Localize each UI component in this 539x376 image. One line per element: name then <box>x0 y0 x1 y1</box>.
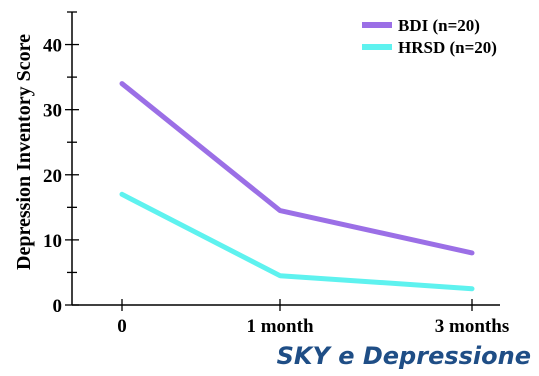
x-ticks: 0 1 month 3 months <box>117 299 509 337</box>
series-line-bdi <box>119 81 475 256</box>
series-lines <box>119 81 475 292</box>
legend: BDI (n=20) HRSD (n=20) <box>362 16 497 57</box>
y-axis-label: Depression Inventory Score <box>13 34 35 270</box>
series-line-hrsd <box>119 191 475 292</box>
footer-title: SKY e Depressione <box>276 342 531 370</box>
y-tick-label: 20 <box>43 166 62 187</box>
legend-label: HRSD (n=20) <box>398 38 497 57</box>
y-tick-label: 40 <box>43 36 62 57</box>
x-tick-label: 3 months <box>435 316 509 337</box>
y-ticks: 0 10 20 30 40 <box>43 11 79 317</box>
y-tick-label: 30 <box>43 101 62 122</box>
y-tick-label: 0 <box>53 296 63 317</box>
x-tick-label: 1 month <box>246 316 313 337</box>
x-tick-label: 0 <box>117 316 127 337</box>
legend-label: BDI (n=20) <box>398 16 480 35</box>
y-tick-label: 10 <box>43 231 62 252</box>
